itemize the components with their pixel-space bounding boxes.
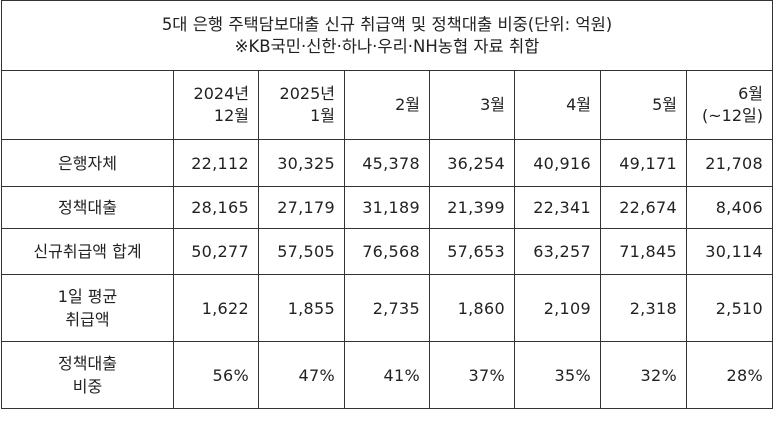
table-cell: 2,510 (685, 274, 773, 342)
column-header: 6월 (~12일) (685, 70, 773, 140)
table-cell: 56% (173, 341, 259, 409)
column-header: 2월 (344, 70, 430, 140)
column-header: 5월 (600, 70, 687, 140)
column-header: 2025년 1월 (258, 70, 345, 140)
column-header: 4월 (514, 70, 601, 140)
table-cell: 1,860 (429, 274, 515, 342)
table-cell: 1,622 (173, 274, 259, 342)
table-cell: 2,318 (600, 274, 687, 342)
column-header: 3월 (429, 70, 515, 140)
table-cell: 71,845 (600, 228, 687, 275)
table-cell: 35% (514, 341, 601, 409)
table-cell: 2,735 (344, 274, 430, 342)
header-row: 2024년 12월 2025년 1월 2월 3월 4월 5월 6월 (~12일) (1, 70, 773, 140)
table-cell: 50,277 (173, 228, 259, 275)
table-row: 은행자체 22,112 30,325 45,378 36,254 40,916 … (1, 139, 773, 187)
table-title-main: 5대 은행 주택담보대출 신규 취급액 및 정책대출 비중(단위: 억원) (161, 14, 613, 34)
table-cell: 76,568 (344, 228, 430, 275)
table-cell: 45,378 (344, 139, 430, 187)
table-cell: 57,653 (429, 228, 515, 275)
table-cell: 27,179 (258, 186, 345, 229)
table-cell: 28,165 (173, 186, 259, 229)
table-cell: 41% (344, 341, 430, 409)
row-label: 1일 평균 취급액 (1, 274, 174, 342)
table-cell: 30,114 (685, 228, 773, 275)
table-cell: 1,855 (258, 274, 345, 342)
table-row: 1일 평균 취급액 1,622 1,855 2,735 1,860 2,109 2… (1, 274, 773, 342)
table-cell: 8,406 (685, 186, 773, 229)
row-label: 은행자체 (1, 139, 174, 187)
table-cell: 22,112 (173, 139, 259, 187)
table-cell: 47% (258, 341, 345, 409)
table-cell: 30,325 (258, 139, 345, 187)
loan-statistics-table: 5대 은행 주택담보대출 신규 취급액 및 정책대출 비중(단위: 억원) ※K… (0, 0, 773, 409)
table-row: 신규취급액 합계 50,277 57,505 76,568 57,653 63,… (1, 228, 773, 275)
table-cell: 40,916 (514, 139, 601, 187)
column-header: 2024년 12월 (173, 70, 259, 140)
table-title: 5대 은행 주택담보대출 신규 취급액 및 정책대출 비중(단위: 억원) ※K… (0, 0, 773, 71)
table-cell: 22,674 (600, 186, 687, 229)
header-corner-cell (1, 70, 174, 140)
table-cell: 57,505 (258, 228, 345, 275)
table-cell: 37% (429, 341, 515, 409)
table-cell: 32% (600, 341, 687, 409)
table-row: 정책대출 비중 56% 47% 41% 37% 35% 32% 28% (1, 341, 773, 409)
table-cell: 2,109 (514, 274, 601, 342)
table-cell: 63,257 (514, 228, 601, 275)
row-label: 신규취급액 합계 (1, 228, 174, 275)
row-label: 정책대출 비중 (1, 341, 174, 409)
table-cell: 49,171 (600, 139, 687, 187)
table-title-source-note: ※KB국민·신한·하나·우리·NH농협 자료 취합 (234, 36, 540, 56)
table-cell: 21,399 (429, 186, 515, 229)
table-row: 정책대출 28,165 27,179 31,189 21,399 22,341 … (1, 186, 773, 229)
table-cell: 31,189 (344, 186, 430, 229)
table-cell: 21,708 (685, 139, 773, 187)
row-label: 정책대출 (1, 186, 174, 229)
table-cell: 36,254 (429, 139, 515, 187)
table-cell: 28% (685, 341, 773, 409)
table-cell: 22,341 (514, 186, 601, 229)
